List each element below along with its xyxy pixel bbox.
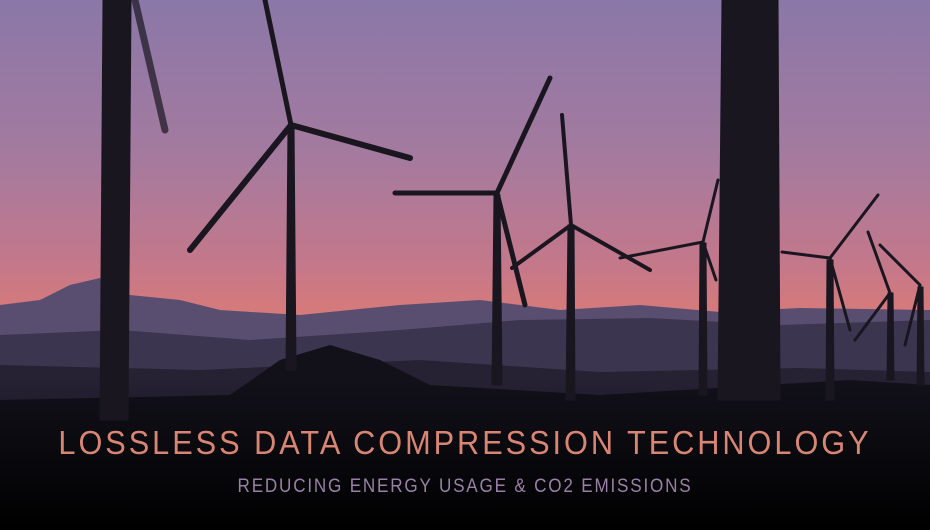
hero-title: LOSSLESS DATA COMPRESSION TECHNOLOGY	[58, 424, 872, 461]
hero-subtitle: REDUCING ENERGY USAGE & CO2 EMISSIONS	[237, 476, 693, 497]
